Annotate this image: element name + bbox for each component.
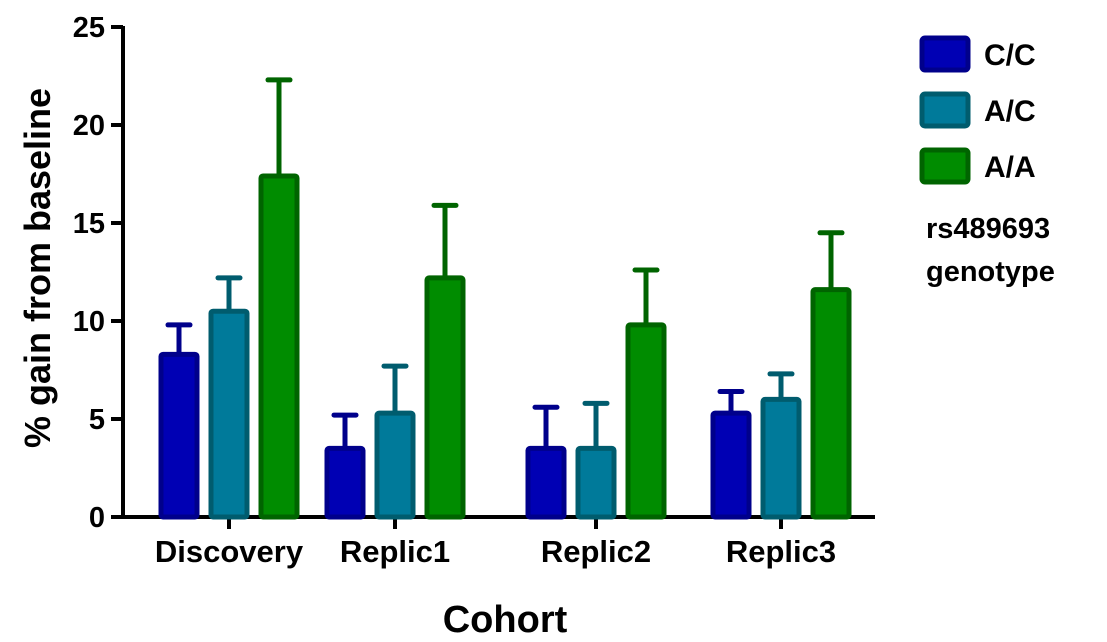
bar [525,445,567,520]
bar-AA-replic2 [625,267,667,520]
bar-AC-replic2 [575,400,617,520]
x-axis-title: Cohort [443,599,568,641]
y-tick-label: 0 [89,502,105,534]
bar [208,308,250,520]
x-axis: Discovery Replic1 Replic2 Replic3 [121,515,875,569]
bar [324,445,366,520]
bar [625,322,667,520]
x-tick-label-replic2: Replic2 [541,534,651,569]
bar-CC-replic2 [525,404,567,520]
y-axis-title: % gain from baseline [17,88,58,448]
y-tick-label: 25 [73,12,105,44]
bar-CC-discovery [158,322,200,520]
y-axis: 0 5 10 15 20 25 [73,12,125,534]
y-tick-label: 15 [73,208,105,240]
bar [374,410,416,520]
bars [158,77,852,520]
x-tick-label-replic1: Replic1 [340,534,450,569]
bar-AC-discovery [208,275,250,520]
legend-item-cc: C/C [919,35,1036,73]
legend-label: C/C [984,39,1036,72]
bar [710,410,752,520]
bar-AA-replic3 [810,230,852,520]
legend-swatch [919,147,971,185]
bar-AC-replic1 [374,363,416,520]
y-tick-label: 5 [89,404,105,436]
legend-swatch [919,91,971,129]
y-tick-label: 20 [73,110,105,142]
bar [760,396,802,520]
legend-label: A/A [984,151,1036,184]
legend: rs489693 genotype C/C A/C A/A [919,35,1055,288]
legend-swatch [919,35,971,73]
legend-label: A/C [984,95,1036,128]
legend-item-ac: A/C [919,91,1036,129]
bar [424,275,466,520]
bar [575,445,617,520]
bar-AA-discovery [258,77,300,520]
bar-AC-replic3 [760,371,802,520]
bar-AA-replic1 [424,202,466,520]
bar [158,351,200,520]
legend-item-aa: A/A [919,147,1036,185]
bar-CC-replic3 [710,389,752,520]
legend-title-line-2: genotype [926,256,1055,288]
bar [258,173,300,520]
bar [810,287,852,520]
y-tick-label: 10 [73,306,105,338]
legend-title-line-1: rs489693 [926,213,1050,245]
x-tick-label-replic3: Replic3 [726,534,836,569]
x-tick-label-discovery: Discovery [155,534,304,569]
bar-CC-replic1 [324,412,366,520]
